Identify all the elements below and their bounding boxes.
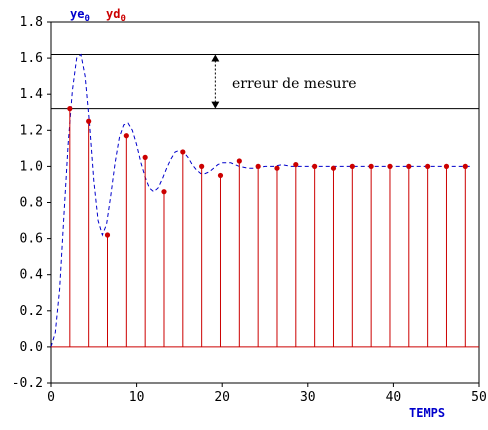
y-tick-label: 0.4 (20, 268, 44, 283)
yd-point (349, 163, 355, 169)
y-tick-label: 0.2 (20, 304, 43, 319)
yd-point (274, 165, 280, 171)
yd-point (406, 163, 412, 169)
ye-line (50, 53, 471, 348)
yd-point (312, 163, 318, 169)
x-tick-label: 0 (47, 390, 55, 405)
x-tick-label: 20 (214, 390, 230, 405)
y-tick-label: -0.2 (12, 376, 43, 391)
x-axis-label: TEMPS (409, 406, 445, 420)
y-tick-label: 1.2 (20, 123, 43, 138)
annotation (211, 54, 220, 109)
yd-point (199, 163, 205, 169)
yd-point (255, 163, 261, 169)
y-tick-label: 1.8 (20, 15, 43, 30)
yd-point (180, 149, 186, 155)
yd-point (462, 163, 468, 169)
y-tick-label: 1.6 (20, 51, 43, 66)
reference-lines (51, 53, 479, 110)
yd-point (104, 232, 111, 238)
y-tick-label: 0.0 (20, 340, 43, 355)
yd-point (368, 163, 374, 169)
yd-point (217, 172, 224, 179)
x-tick-label: 40 (386, 390, 402, 405)
yd-point (293, 161, 299, 168)
yd-point (236, 158, 242, 164)
yd-point (142, 154, 148, 160)
legend-yd-label: yd0 (106, 7, 126, 24)
axes: -0.2 0.0 0.2 0.4 0.6 0.8 1.0 1.2 1.4 1.6 1.8 0 10 20 3… (12, 15, 487, 405)
yd-point (161, 189, 167, 195)
x-tick-label: 30 (300, 390, 316, 405)
annotation-arrow-up (211, 54, 220, 62)
y-tick-label: 0.6 (20, 232, 43, 247)
legend-ye-label: ye0 (70, 7, 90, 24)
annotation-arrow-down (211, 101, 220, 109)
yd-point (86, 118, 92, 124)
yd-point (387, 163, 393, 169)
yd-point (425, 163, 431, 169)
series-ye (50, 53, 471, 348)
y-tick-label: 1.4 (20, 87, 44, 102)
yd-point (67, 106, 73, 112)
annotation-label: erreur de mesure (232, 76, 357, 92)
series-yd (51, 106, 479, 348)
y-tick-label: 1.0 (20, 159, 43, 174)
yd-point (443, 163, 450, 169)
yd-point (123, 133, 129, 139)
yd-point (330, 165, 337, 171)
x-tick-label: 10 (129, 390, 145, 405)
y-tick-label: 0.8 (20, 196, 43, 211)
x-tick-label: 50 (471, 390, 487, 405)
